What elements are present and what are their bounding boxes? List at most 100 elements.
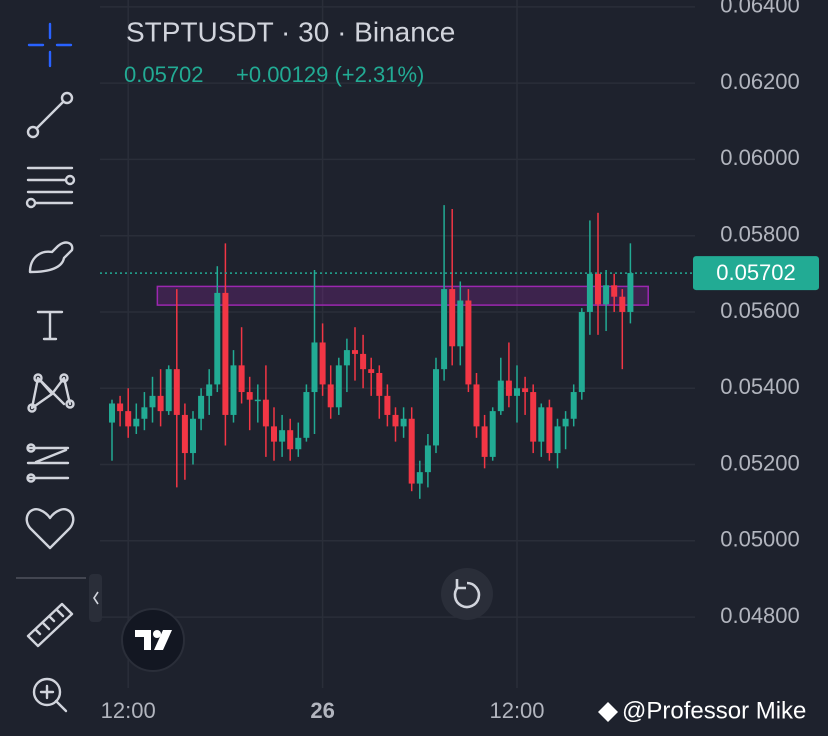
candle (392, 407, 399, 442)
candle (562, 411, 569, 450)
candle (595, 212, 601, 335)
candle-body (190, 418, 196, 454)
candle (327, 365, 334, 419)
candle-body (279, 430, 286, 442)
text-tool[interactable] (36, 310, 64, 341)
price-axis: 0.06400 0.06200 0.06000 0.05800 0.05600 0.054… (101, 0, 819, 723)
candle-body (246, 392, 253, 400)
symbol-title: STPTUSDT · 30 · Binance (126, 16, 455, 47)
candle-body (206, 384, 213, 396)
toolbar (0, 0, 102, 736)
reset-button[interactable] (441, 568, 493, 620)
candle-body (109, 403, 115, 423)
candle-body (441, 289, 448, 370)
candle-body (311, 342, 318, 393)
candle-body (133, 418, 140, 427)
candle-body (400, 418, 407, 427)
favorites-tool[interactable] (25, 508, 75, 550)
ruler-tool[interactable] (26, 602, 74, 648)
candle (141, 392, 148, 431)
pattern-tool[interactable] (27, 373, 75, 413)
x-tick-label: 26 (310, 698, 334, 723)
candle-body (287, 430, 294, 450)
trend-line-tool[interactable] (26, 91, 74, 139)
crosshair-tool[interactable] (27, 22, 73, 68)
y-tick-label: 0.05800 (720, 222, 800, 247)
candle (522, 376, 529, 415)
candle-body (392, 414, 399, 427)
candle-body (481, 426, 488, 457)
candle (424, 434, 431, 488)
candle (198, 388, 205, 431)
candle-body (125, 411, 132, 427)
candle-body (214, 292, 221, 385)
last-price-badge (693, 256, 819, 291)
prediction-tool[interactable] (26, 443, 70, 483)
candle (360, 334, 367, 389)
plot (100, 205, 695, 499)
candle-body (254, 399, 261, 402)
candle-body (352, 350, 358, 354)
candle-body (473, 384, 480, 427)
candle (538, 403, 545, 457)
candle-body (546, 407, 553, 454)
candle-body (433, 369, 439, 446)
candle-body (554, 426, 561, 454)
candle-body (489, 411, 496, 457)
candle-body (497, 380, 504, 412)
candle (254, 384, 261, 423)
brush-tool[interactable] (28, 241, 74, 274)
candle (376, 365, 383, 419)
candle (214, 266, 221, 393)
watermark: @Professor Mike (622, 697, 806, 724)
y-tick-label: 0.06400 (720, 0, 800, 18)
candle (190, 411, 196, 465)
candle (287, 418, 294, 461)
candle (384, 384, 391, 427)
candle-body (619, 296, 626, 312)
candle-body (319, 342, 326, 385)
x-tick-label: 12:00 (489, 698, 544, 723)
candle-body (149, 395, 156, 408)
candle (181, 403, 188, 480)
candle (408, 407, 415, 492)
candle-body (117, 403, 124, 412)
candle (497, 357, 504, 415)
candle (473, 372, 480, 438)
candle-body (181, 414, 188, 454)
candle (157, 369, 164, 427)
candle-body (327, 384, 334, 408)
candle-body (562, 418, 569, 427)
candle-body (165, 369, 172, 412)
candle (416, 460, 423, 499)
candle-body (360, 353, 367, 370)
candle (611, 273, 618, 312)
candle-body (408, 418, 415, 484)
candle (449, 208, 456, 366)
candle (465, 289, 472, 393)
candle-body (222, 292, 229, 415)
y-tick-label: 0.05600 (720, 298, 800, 323)
fib-tool[interactable] (25, 166, 76, 209)
candle-body (141, 407, 148, 419)
last-price-label: 0.05702 (716, 260, 796, 285)
candle-body (449, 289, 456, 347)
zoom-tool[interactable] (32, 677, 68, 713)
collapse-tab[interactable] (89, 574, 102, 622)
candle-body (424, 445, 431, 473)
tv-logo[interactable] (121, 608, 185, 672)
candle (311, 270, 318, 435)
candle-body (603, 285, 610, 305)
candle (262, 365, 269, 457)
candle-body (230, 365, 237, 415)
candle-body (303, 392, 310, 438)
candle-body (586, 273, 593, 312)
candle (173, 289, 180, 488)
candle-body (262, 399, 269, 427)
candle-body (514, 388, 520, 396)
candle-body (538, 407, 545, 442)
candle-body (570, 392, 577, 419)
candle-body (384, 395, 391, 415)
